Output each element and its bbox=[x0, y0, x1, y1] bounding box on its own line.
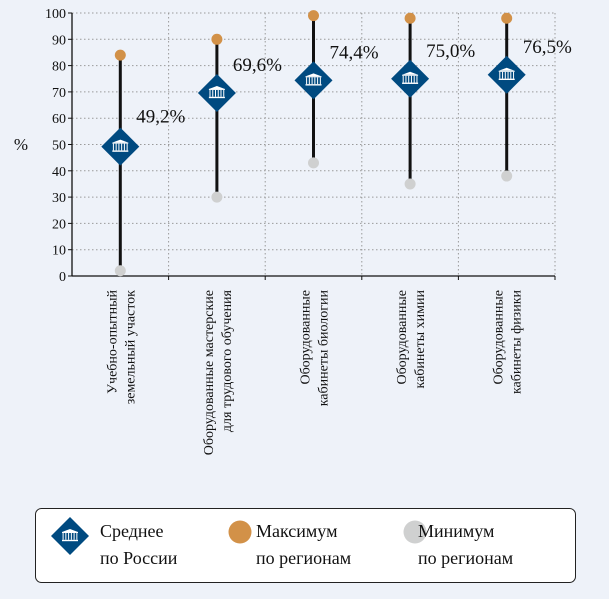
x-category-label: Оборудованные мастерские для трудового об… bbox=[202, 289, 235, 455]
x-category-label-line: для трудового обучения bbox=[220, 289, 235, 432]
building-icon bbox=[402, 71, 419, 84]
x-category-label-line: Оборудованные bbox=[395, 290, 410, 385]
legend-max-marker bbox=[228, 520, 252, 544]
x-category-label-line: Учебно-опытный bbox=[105, 290, 120, 394]
data-label: 69,6% bbox=[233, 55, 282, 76]
min-point bbox=[308, 157, 319, 169]
y-tick-label: 40 bbox=[52, 165, 66, 180]
x-category-label: Оборудованные кабинеты биологии bbox=[299, 289, 332, 406]
x-category-label-line: Оборудованные bbox=[492, 290, 507, 385]
max-point bbox=[501, 12, 513, 24]
y-tick-label: 70 bbox=[52, 86, 66, 101]
building-icon bbox=[208, 85, 225, 99]
max-point bbox=[404, 12, 416, 24]
legend-mean-marker bbox=[51, 517, 89, 555]
mean-point bbox=[391, 59, 430, 98]
x-category-label-line: Оборудованные bbox=[299, 290, 314, 385]
data-label: 74,4% bbox=[330, 42, 379, 63]
legend-label: по регионам bbox=[256, 548, 351, 568]
y-tick-label: 90 bbox=[52, 33, 66, 48]
data-label: 76,5% bbox=[523, 37, 572, 58]
y-tick-label: 0 bbox=[59, 270, 66, 285]
x-category-label-line: кабинеты химии bbox=[413, 290, 428, 389]
x-category-label-line: земельный участок bbox=[123, 290, 138, 404]
min-point bbox=[114, 265, 126, 277]
mean-point bbox=[487, 55, 526, 94]
building-icon bbox=[112, 139, 129, 152]
y-tick-label: 10 bbox=[52, 244, 66, 259]
building-icon bbox=[498, 67, 515, 81]
max-point bbox=[211, 33, 223, 45]
x-category-label: Учебно-опытный земельный участок bbox=[105, 290, 138, 405]
legend-label: Среднее bbox=[100, 521, 164, 541]
x-category-label-line: Оборудованные мастерские bbox=[202, 290, 217, 455]
x-category-label: Оборудованные кабинеты физики bbox=[492, 289, 525, 394]
legend-label: по регионам bbox=[418, 548, 513, 568]
building-icon bbox=[62, 529, 78, 542]
data-label: 49,2% bbox=[136, 107, 185, 128]
legend-label: Максимум bbox=[256, 521, 337, 541]
min-point bbox=[211, 191, 223, 203]
x-category-label-line: кабинеты физики bbox=[510, 289, 525, 394]
y-tick-label: 20 bbox=[52, 217, 66, 232]
x-category-label-line: кабинеты биологии bbox=[317, 289, 332, 406]
y-tick-label: 50 bbox=[52, 139, 66, 154]
y-tick-label: 30 bbox=[52, 191, 66, 206]
y-tick-label: 80 bbox=[52, 60, 66, 75]
mean-point bbox=[197, 73, 236, 112]
y-axis-label: % bbox=[14, 135, 28, 154]
mean-point bbox=[101, 127, 140, 166]
max-point bbox=[308, 10, 319, 22]
data-label: 75,0% bbox=[426, 41, 475, 62]
building-icon bbox=[305, 73, 322, 86]
min-point bbox=[404, 178, 416, 190]
legend-label: по России bbox=[100, 548, 178, 568]
legend-box bbox=[35, 508, 576, 583]
mean-point bbox=[294, 61, 333, 100]
y-tick-label: 60 bbox=[52, 112, 66, 127]
legend-label: Минимум bbox=[418, 521, 494, 541]
x-category-label: Оборудованные кабинеты химии bbox=[395, 290, 428, 389]
y-tick-label: 100 bbox=[45, 7, 66, 22]
max-point bbox=[114, 49, 126, 61]
legend-min-marker bbox=[403, 520, 427, 544]
min-point bbox=[501, 170, 513, 182]
